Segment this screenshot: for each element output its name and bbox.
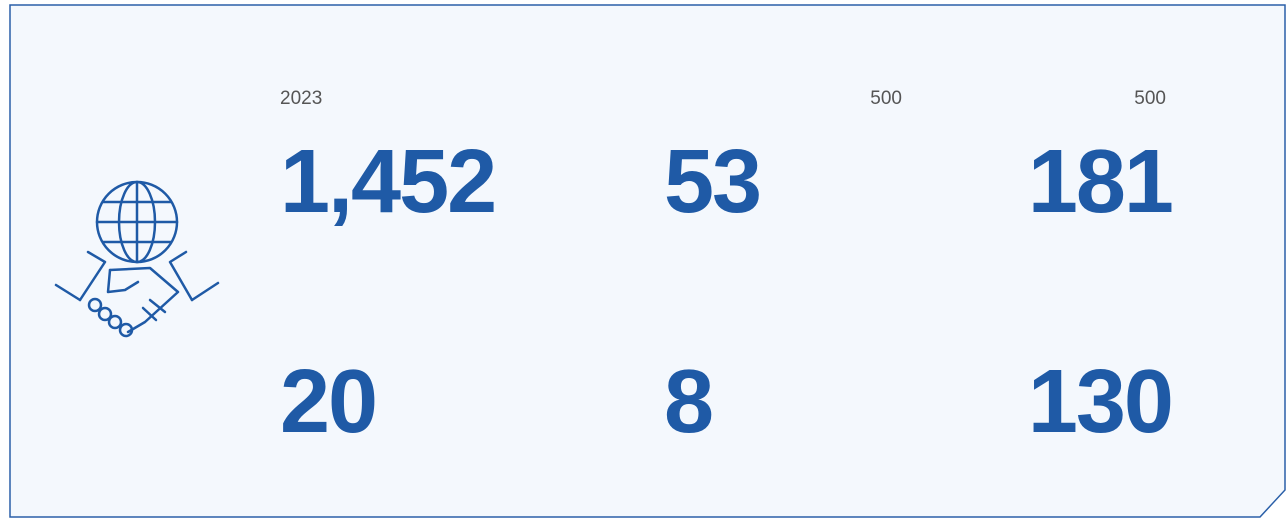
stat-value: 8 xyxy=(664,352,712,452)
stat-value: 1,452 xyxy=(280,132,495,232)
stat-label: 500 xyxy=(1134,88,1166,109)
stat-value: 130 xyxy=(1028,352,1172,452)
stat-value: 181 xyxy=(1028,132,1172,232)
globe-handshake-icon xyxy=(54,180,220,338)
stat-label: 500 xyxy=(870,88,902,109)
panel-frame xyxy=(9,4,1286,518)
stat-label: 2023 xyxy=(280,88,322,109)
stat-value: 53 xyxy=(664,132,760,232)
stat-value: 20 xyxy=(280,352,376,452)
